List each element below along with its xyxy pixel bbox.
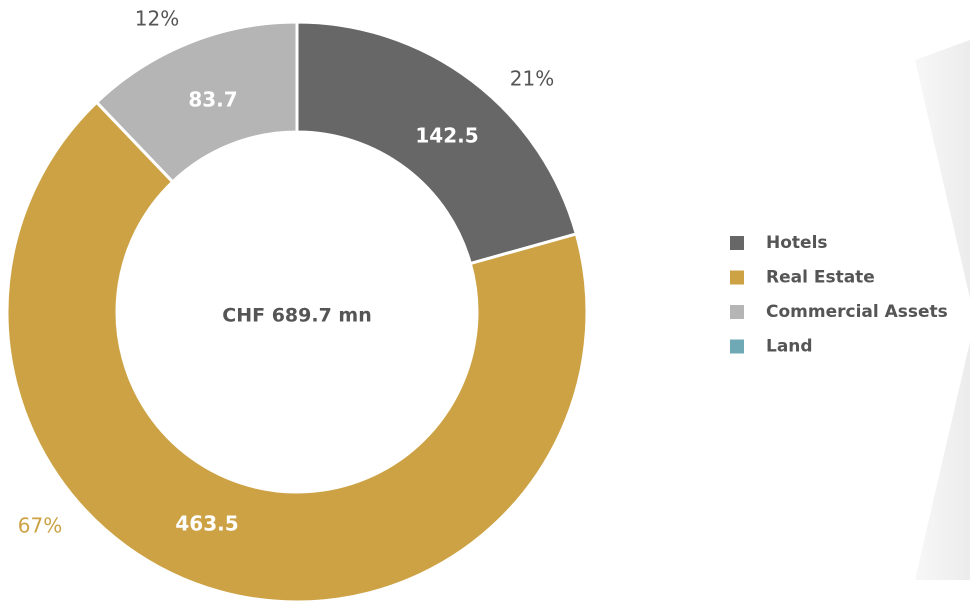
legend-label: Hotels bbox=[766, 233, 828, 253]
share-label: 12% bbox=[135, 7, 179, 31]
value-label: 142.5 bbox=[415, 124, 478, 148]
center-label: CHF 689.7 mn bbox=[222, 305, 371, 327]
legend-swatch bbox=[730, 236, 744, 250]
donut-segment bbox=[295, 20, 579, 266]
legend-label: Real Estate bbox=[766, 268, 875, 288]
legend-swatch bbox=[730, 305, 744, 319]
background-decoration bbox=[915, 40, 970, 580]
share-label: 67% bbox=[18, 514, 62, 538]
legend-label: Land bbox=[766, 337, 813, 357]
legend-swatch bbox=[730, 339, 744, 354]
legend-label: Commercial Assets bbox=[766, 302, 948, 322]
share-label: 21% bbox=[510, 67, 554, 91]
legend-swatch bbox=[730, 270, 744, 285]
value-label: 83.7 bbox=[188, 88, 237, 112]
value-label: 463.5 bbox=[175, 512, 238, 536]
donut-segment bbox=[5, 100, 589, 601]
